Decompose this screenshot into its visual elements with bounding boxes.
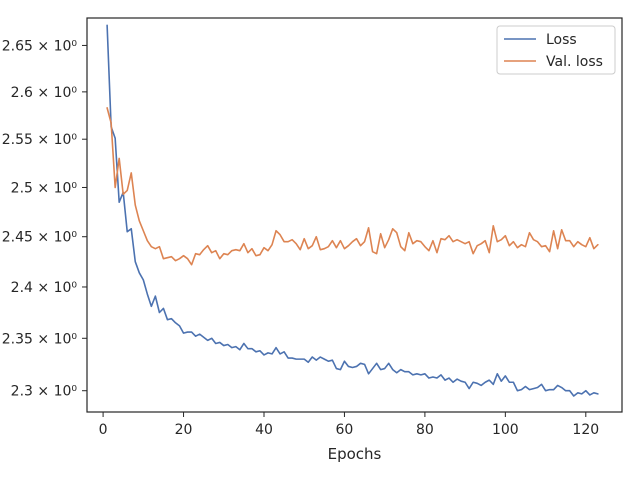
y-axis: 2.3 × 10⁰ 2.35 × 10⁰ 2.4 × 10⁰ 2.45 × 10⁰ 2.… [2, 38, 87, 400]
x-axis: 0 20 40 60 80 100 120 [99, 412, 599, 438]
plot-frame [86, 17, 623, 413]
x-tick-label: 60 [336, 422, 354, 438]
x-tick-label: 120 [572, 422, 599, 438]
y-tick-label: 2.65 × 10⁰ [2, 38, 78, 54]
y-tick-label: 2.6 × 10⁰ [11, 85, 78, 101]
y-tick-label: 2.3 × 10⁰ [11, 384, 78, 400]
x-tick-label: 40 [255, 422, 273, 438]
y-tick-label: 2.5 × 10⁰ [11, 180, 78, 196]
x-tick-label: 80 [416, 422, 434, 438]
series-line-loss [106, 24, 599, 397]
x-axis-label: Epochs [328, 445, 382, 463]
legend-label-loss: Loss [546, 32, 577, 48]
legend-label-val-loss: Val. loss [546, 54, 603, 70]
series-layer [106, 24, 599, 397]
series-line-val-loss [106, 107, 599, 266]
y-tick-label: 2.55 × 10⁰ [2, 132, 78, 148]
x-tick-label: 100 [492, 422, 519, 438]
y-tick-label: 2.4 × 10⁰ [11, 280, 78, 296]
x-tick-label: 0 [99, 422, 108, 438]
y-tick-label: 2.45 × 10⁰ [2, 230, 78, 246]
x-tick-label: 20 [175, 422, 193, 438]
y-tick-label: 2.35 × 10⁰ [2, 331, 78, 347]
legend-box [496, 25, 616, 75]
legend: Loss Val. loss [496, 25, 616, 75]
